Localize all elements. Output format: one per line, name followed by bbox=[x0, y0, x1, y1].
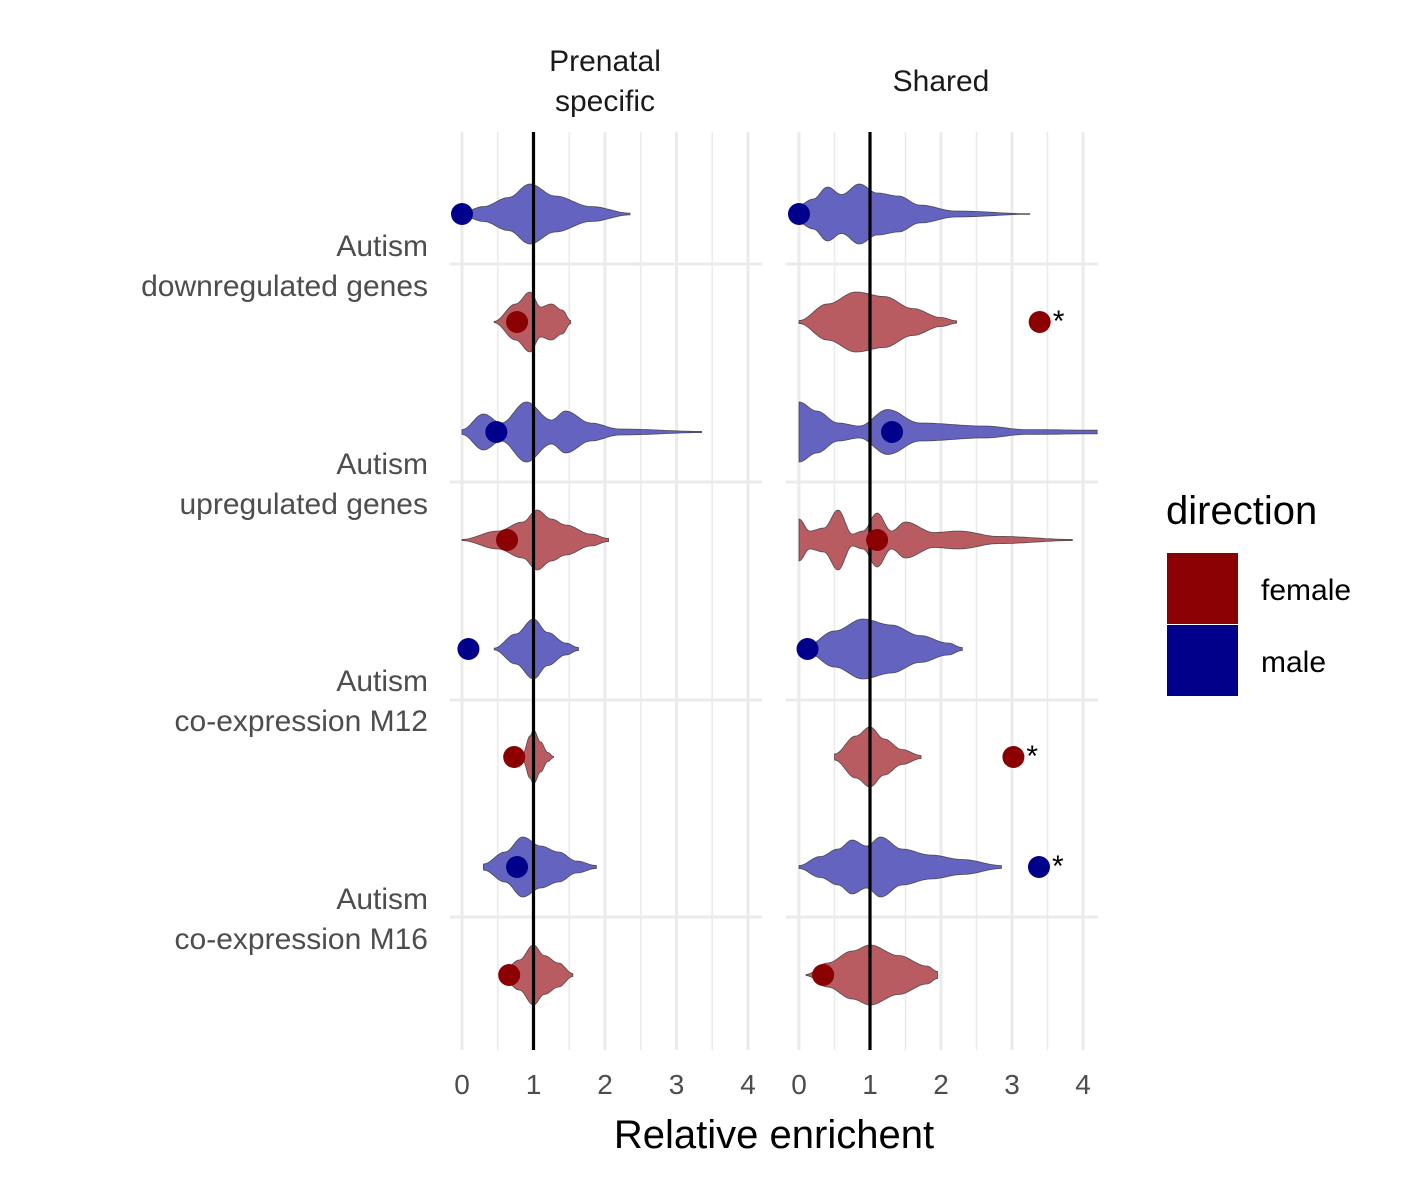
violin-female-1-3 bbox=[805, 944, 938, 1006]
category-label: Autism bbox=[336, 883, 428, 916]
category-label: co-expression M12 bbox=[175, 705, 428, 738]
violin-female-1-0 bbox=[798, 291, 957, 353]
x-axis-title: Relative enrichent bbox=[614, 1113, 934, 1157]
x-tick-label: 1 bbox=[862, 1069, 878, 1100]
violin-male-0-3 bbox=[483, 836, 597, 898]
reference-lines bbox=[531, 132, 872, 1050]
violin-female-1-1 bbox=[798, 509, 1073, 571]
significance-marker: * bbox=[1026, 740, 1038, 773]
x-tick-label: 2 bbox=[597, 1069, 613, 1100]
violin-male-0-2 bbox=[493, 618, 579, 680]
facet-title: specific bbox=[555, 85, 655, 118]
observed-points: * * * bbox=[451, 203, 1065, 986]
violin-female-0-1 bbox=[461, 509, 609, 571]
legend-key-female bbox=[1167, 553, 1238, 624]
observed-point-female bbox=[503, 746, 526, 768]
legend-title: direction bbox=[1166, 489, 1317, 533]
category-label: downregulated genes bbox=[141, 270, 428, 303]
x-tick-label: 0 bbox=[791, 1069, 807, 1100]
observed-point-female bbox=[812, 964, 835, 986]
observed-point-female bbox=[498, 964, 521, 986]
violin-female-0-3 bbox=[500, 944, 574, 1006]
x-tick-label: 4 bbox=[740, 1069, 756, 1100]
violin-male-1-0 bbox=[798, 183, 1031, 245]
legend: direction female male bbox=[1166, 489, 1351, 696]
x-tick-label: 3 bbox=[1004, 1069, 1020, 1100]
violin-male-1-2 bbox=[805, 618, 963, 680]
legend-label-male: male bbox=[1261, 646, 1326, 679]
observed-point-female bbox=[1028, 311, 1051, 333]
x-tick-label: 4 bbox=[1075, 1069, 1091, 1100]
violin-male-1-1 bbox=[798, 401, 1098, 463]
observed-point-male bbox=[506, 856, 529, 878]
x-tick-label: 1 bbox=[526, 1069, 542, 1100]
grid bbox=[450, 132, 1098, 1050]
observed-point-female bbox=[866, 529, 889, 551]
observed-point-male bbox=[485, 421, 508, 443]
observed-point-female bbox=[496, 529, 519, 551]
observed-point-male bbox=[457, 638, 480, 660]
labels: Prenatal specific Shared Autism downregulate… bbox=[141, 45, 1091, 1157]
category-label: Autism bbox=[336, 665, 428, 698]
violin-female-1-2 bbox=[834, 726, 922, 788]
significance-marker: * bbox=[1053, 305, 1065, 338]
observed-point-female bbox=[506, 311, 529, 333]
category-label: co-expression M16 bbox=[175, 923, 428, 956]
legend-key-male bbox=[1167, 625, 1238, 696]
observed-point-male bbox=[881, 421, 904, 443]
violin-female-0-2 bbox=[522, 729, 554, 785]
facet-title: Shared bbox=[893, 65, 990, 98]
observed-point-male bbox=[796, 638, 819, 660]
observed-point-male bbox=[451, 203, 473, 225]
violin-male-1-3 bbox=[798, 836, 1002, 898]
observed-point-female bbox=[1002, 746, 1025, 768]
legend-label-female: female bbox=[1261, 574, 1351, 607]
observed-point-male bbox=[788, 203, 810, 225]
violin-male-0-1 bbox=[461, 401, 702, 463]
category-label: upregulated genes bbox=[179, 488, 428, 521]
facet-title: Prenatal bbox=[549, 45, 661, 78]
violins bbox=[461, 183, 1098, 1006]
observed-point-male bbox=[1027, 856, 1050, 878]
category-label: Autism bbox=[336, 448, 428, 481]
significance-marker: * bbox=[1052, 850, 1064, 883]
x-tick-label: 0 bbox=[454, 1069, 470, 1100]
x-tick-label: 3 bbox=[669, 1069, 685, 1100]
category-label: Autism bbox=[336, 230, 428, 263]
violin-male-0-0 bbox=[461, 183, 631, 245]
x-tick-label: 2 bbox=[933, 1069, 949, 1100]
